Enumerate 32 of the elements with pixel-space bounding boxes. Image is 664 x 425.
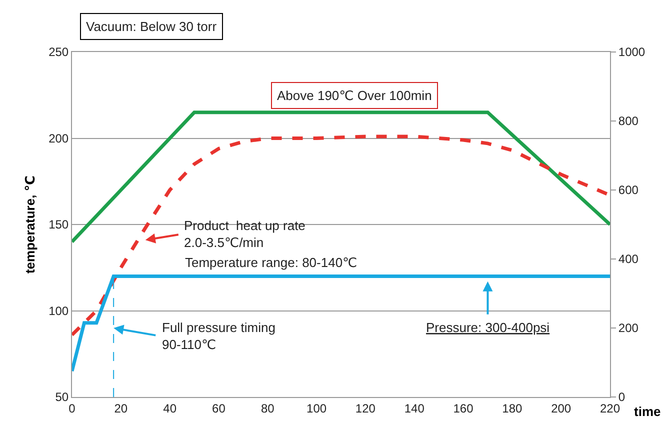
x-tick-label: 160 [453,401,474,416]
y2-tick-label: 200 [618,321,639,336]
x-tick-label: 180 [502,401,523,416]
annotation: Product heat up rate 2.0-3.5℃/min [184,218,306,250]
y2-tick-label: 600 [618,183,639,198]
annotation: Pressure: 300-400psi [426,320,550,335]
x-tick-label: 80 [260,401,275,416]
y-axis-title: temperature, ℃ [22,175,38,274]
y2-tick-label: 0 [618,390,626,404]
text: Vacuum: Below 30 torr [86,19,218,34]
x-tick-label: 120 [355,401,376,416]
annotation: Temperature range: 80-140℃ [185,255,358,270]
y-tick-label: 100 [48,304,69,318]
x-tick-label: 20 [114,401,128,416]
x-tick-label: 0 [68,401,76,416]
y-tick-label: 150 [48,218,69,232]
y2-tick-label: 800 [618,114,639,128]
y-tick-label: 50 [55,390,69,404]
x-tick-label: 140 [404,401,425,416]
x-tick-label: 40 [163,401,177,416]
y-tick-label: 250 [48,45,69,60]
x-axis-title: time [634,404,661,419]
annotation: Above 190℃ Over 100min [277,88,432,103]
x-tick-label: 60 [212,401,226,416]
x-tick-label: 100 [306,401,327,416]
x-tick-label: 200 [551,401,572,416]
annotation: Full pressure timing 90-110℃ [162,320,276,352]
y2-tick-label: 400 [618,252,639,266]
y2-tick-label: 1000 [618,45,646,60]
x-tick-label: 220 [600,401,620,416]
y-tick-label: 200 [48,131,69,146]
line-series [72,134,610,337]
